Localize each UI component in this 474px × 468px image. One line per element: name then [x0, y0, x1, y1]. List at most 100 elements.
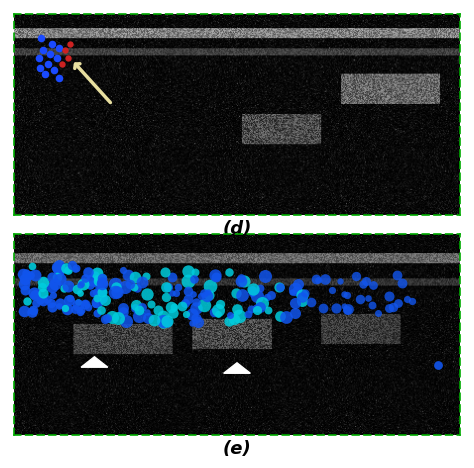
Point	[386, 292, 393, 300]
Point	[261, 272, 269, 279]
Point	[77, 306, 84, 313]
Point	[292, 286, 300, 293]
Point	[99, 273, 107, 280]
Point	[66, 40, 73, 48]
Point	[240, 277, 247, 285]
Point	[130, 284, 138, 291]
Point	[82, 300, 89, 307]
Point	[322, 276, 329, 283]
Point	[95, 277, 102, 285]
Point	[184, 268, 191, 275]
Point	[254, 292, 261, 300]
Point	[56, 275, 64, 283]
Point	[389, 304, 396, 311]
Point	[233, 289, 240, 297]
Point	[114, 314, 122, 322]
Point	[71, 305, 79, 313]
Point	[264, 306, 271, 314]
Point	[191, 268, 199, 276]
Point	[244, 311, 251, 318]
Point	[42, 71, 49, 78]
Point	[64, 266, 72, 273]
Point	[64, 55, 72, 62]
Point	[56, 267, 64, 275]
Point	[162, 283, 170, 291]
Point	[312, 275, 319, 283]
Point	[47, 299, 55, 307]
Point	[256, 285, 264, 292]
Point	[197, 292, 204, 300]
Point	[121, 284, 129, 291]
Point	[205, 292, 212, 299]
Point	[19, 270, 27, 278]
Point	[100, 293, 107, 300]
Point	[276, 284, 284, 291]
Point	[288, 288, 296, 296]
Point	[79, 280, 87, 288]
Point	[99, 278, 106, 285]
Point	[340, 290, 348, 298]
Point	[94, 288, 101, 295]
Point	[35, 55, 43, 62]
Point	[53, 274, 61, 281]
Point	[89, 289, 96, 297]
Point	[204, 288, 211, 295]
Point	[181, 300, 188, 307]
Point	[55, 302, 63, 309]
Point	[63, 305, 71, 313]
Point	[93, 294, 101, 301]
Point	[164, 283, 171, 291]
Point	[101, 296, 109, 304]
Point	[63, 264, 70, 272]
Point	[167, 303, 174, 311]
Point	[51, 280, 58, 288]
Point	[200, 301, 208, 309]
Point	[343, 292, 351, 299]
Point	[56, 299, 64, 307]
Point	[267, 292, 275, 299]
Point	[253, 306, 261, 314]
Point	[39, 278, 47, 286]
Point	[374, 309, 382, 316]
Point	[38, 283, 46, 291]
Point	[77, 280, 84, 287]
Point	[112, 283, 120, 291]
Point	[21, 286, 28, 294]
Point	[302, 289, 310, 297]
Point	[91, 271, 99, 279]
Point	[159, 312, 167, 319]
Point	[136, 306, 143, 314]
Point	[298, 292, 306, 299]
Point	[276, 312, 284, 320]
Point	[144, 308, 151, 315]
Point	[253, 304, 260, 311]
Point	[124, 271, 132, 279]
Point	[403, 295, 410, 303]
Point	[27, 271, 34, 278]
Point	[126, 280, 133, 288]
Point	[61, 304, 69, 312]
Point	[37, 35, 45, 42]
Point	[393, 271, 401, 279]
Point	[184, 288, 192, 295]
Point	[184, 277, 191, 285]
Point	[114, 288, 121, 295]
Point	[150, 316, 158, 323]
Point	[145, 314, 152, 322]
Point	[136, 312, 143, 320]
Point	[168, 273, 176, 281]
Point	[193, 298, 201, 306]
Point	[44, 60, 51, 68]
Point	[142, 272, 150, 279]
Point	[64, 283, 72, 290]
Point	[216, 300, 224, 308]
Point	[332, 304, 339, 312]
Point	[336, 278, 344, 285]
Text: (e): (e)	[223, 440, 251, 458]
Point	[97, 287, 105, 294]
Point	[97, 307, 105, 314]
Point	[292, 309, 299, 317]
Point	[256, 303, 264, 311]
Point	[98, 274, 105, 282]
Point	[394, 299, 402, 306]
